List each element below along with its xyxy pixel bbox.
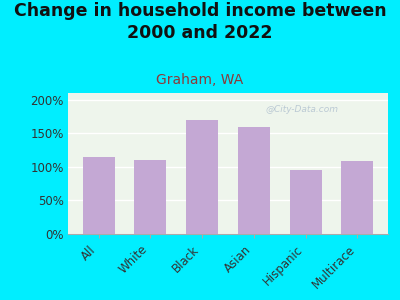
Text: @City-Data.com: @City-Data.com [265,105,338,114]
Bar [134,160,166,234]
Text: Change in household income between
2000 and 2022: Change in household income between 2000 … [14,2,386,42]
Bar [341,161,374,234]
Bar [238,127,270,234]
Bar [186,120,218,234]
Bar [82,157,115,234]
Bar [290,169,322,234]
Text: Graham, WA: Graham, WA [156,74,244,88]
